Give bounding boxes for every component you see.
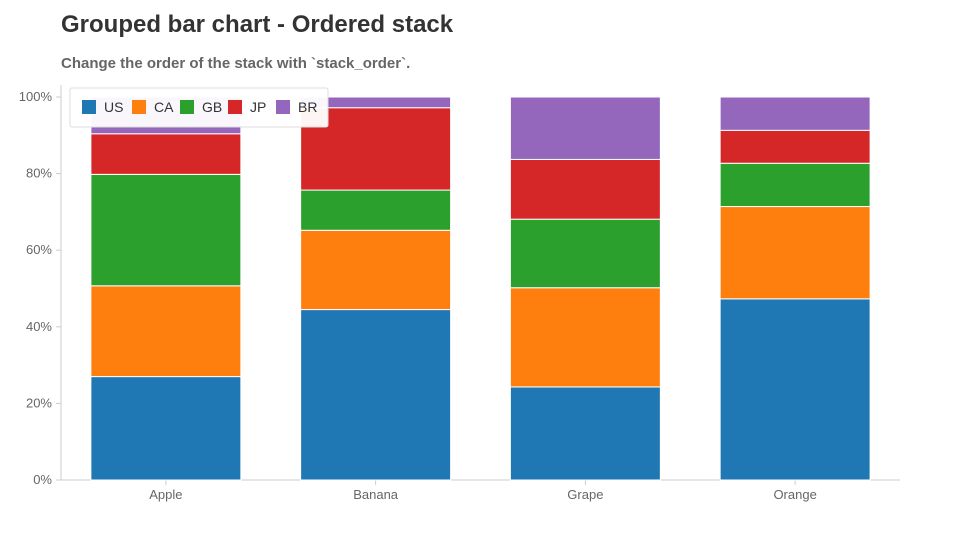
- legend-swatch: [276, 100, 290, 114]
- y-tick-label: 100%: [19, 89, 53, 104]
- x-tick-label: Orange: [773, 487, 816, 502]
- legend-label: BR: [298, 99, 317, 115]
- bar-segment: [90, 376, 242, 481]
- legend-label: CA: [154, 99, 174, 115]
- x-tick-label: Banana: [353, 487, 399, 502]
- bar-segment: [719, 206, 871, 300]
- axes: 0% 20% 40% 60% 80% 100% Apple Banana Grape Orange: [19, 85, 900, 502]
- bar-segment: [509, 158, 661, 220]
- bar-segment: [719, 162, 871, 208]
- legend-swatch: [228, 100, 242, 114]
- legend-swatch: [132, 100, 146, 114]
- legend-label: JP: [250, 99, 266, 115]
- bar-segment: [300, 309, 452, 481]
- bar-segment: [90, 133, 242, 175]
- y-tick-label: 80%: [26, 166, 52, 181]
- chart-subtitle: Change the order of the stack with `stac…: [61, 55, 411, 72]
- bar-segment: [719, 298, 871, 481]
- bar-segment: [90, 285, 242, 378]
- bar-segment: [719, 129, 871, 164]
- bar-segment: [509, 386, 661, 481]
- legend-box: [69, 87, 329, 128]
- bar-segment: [300, 189, 452, 231]
- bar-segment: [719, 96, 871, 131]
- bar-segment: [509, 96, 661, 160]
- x-tick-label: Grape: [567, 487, 603, 502]
- bar-segment: [300, 229, 452, 311]
- y-tick-label: 60%: [26, 242, 52, 257]
- y-tick-label: 0%: [33, 472, 52, 487]
- chart-title: Grouped bar chart - Ordered stack: [61, 11, 454, 38]
- x-tick-label: Apple: [149, 487, 182, 502]
- legend-swatch: [82, 100, 96, 114]
- bar-segment: [90, 173, 242, 287]
- legend: US CA GB JP BR: [69, 87, 329, 128]
- legend-swatch: [180, 100, 194, 114]
- bars: [90, 96, 871, 481]
- bar-segment: [509, 287, 661, 388]
- legend-label: US: [104, 99, 123, 115]
- legend-label: GB: [202, 99, 222, 115]
- y-tick-label: 40%: [26, 319, 52, 334]
- bar-segment: [509, 218, 661, 289]
- y-tick-label: 20%: [26, 395, 52, 410]
